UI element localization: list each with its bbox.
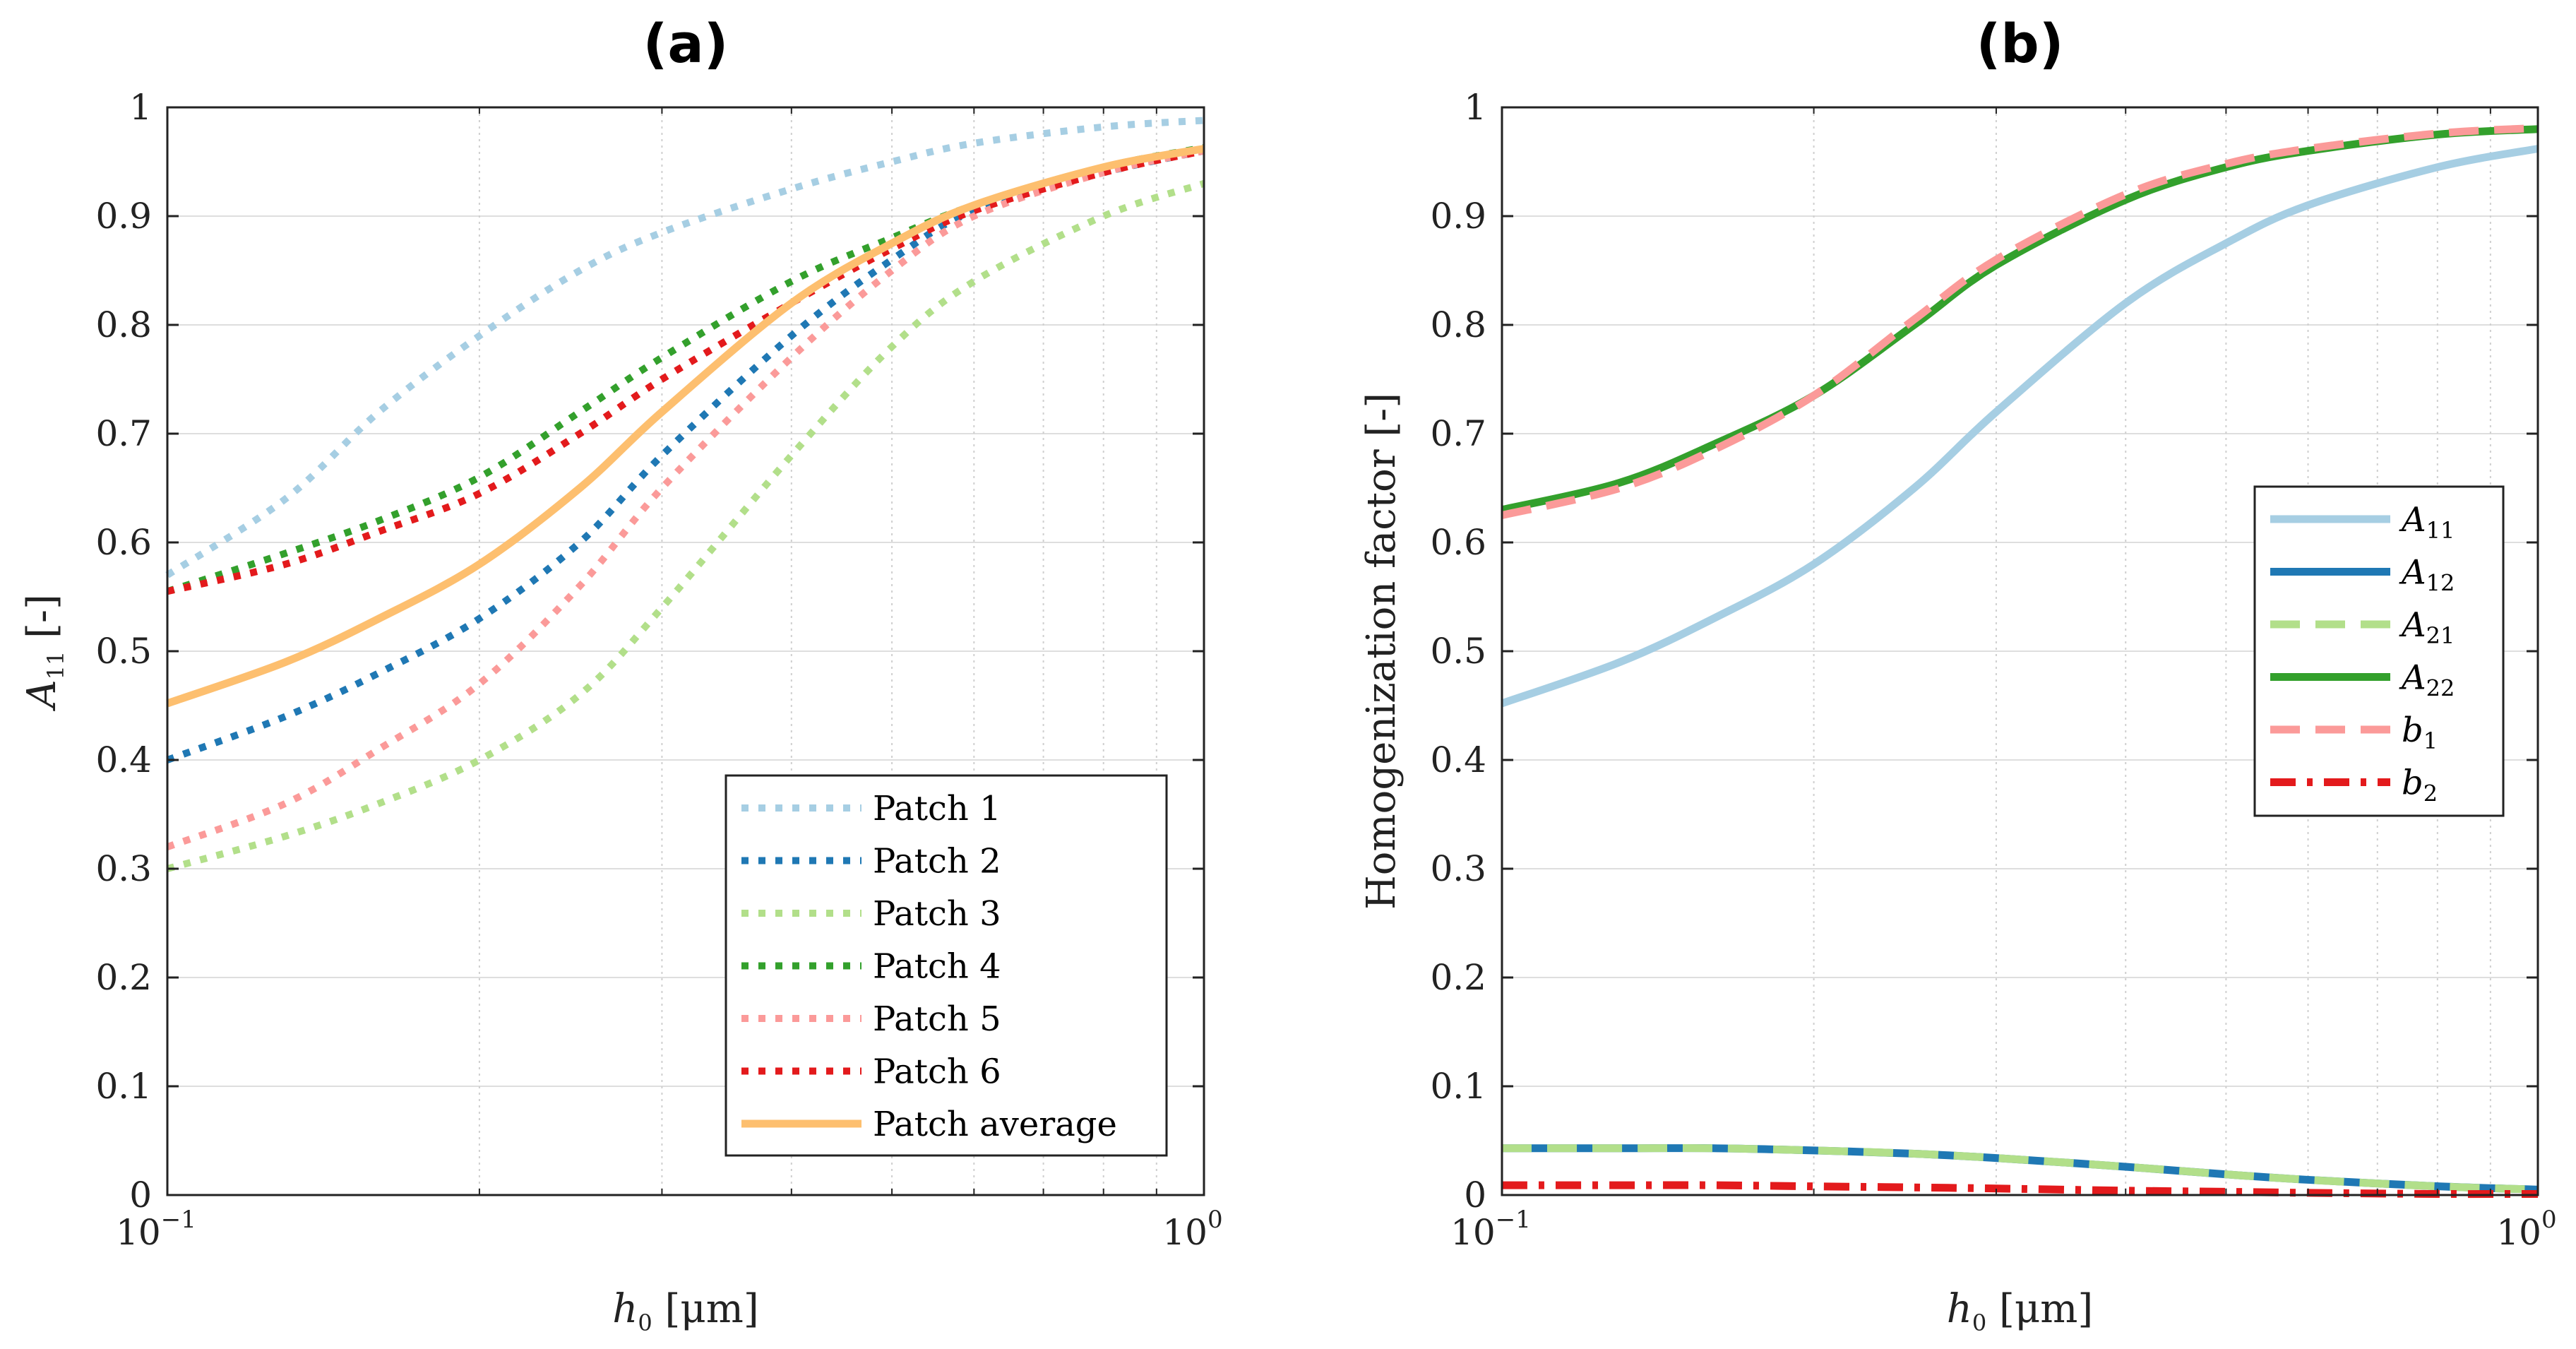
legend-label-sub: 22 (2426, 675, 2455, 702)
legend-label: Patch 3 (873, 894, 1001, 934)
y-axis-label-var: A (19, 679, 65, 711)
chart-title: (a) (643, 12, 729, 75)
legend-label-var: A (2399, 553, 2426, 593)
y-tick-label: 0.6 (1430, 522, 1486, 563)
legend-label-sub: 21 (2426, 622, 2455, 649)
series-line-patch-1 (165, 117, 1205, 578)
series-line-b2 (1502, 1181, 2539, 1199)
x-tick-base: 10 (1450, 1212, 1496, 1253)
legend-label: Patch 2 (873, 842, 1001, 881)
legend-box (2253, 485, 2505, 817)
x-axis-label: h0 [μm] (612, 1286, 758, 1336)
x-axis-label-sub: 0 (1972, 1309, 1986, 1336)
y-tick-label: 0.3 (1430, 848, 1486, 889)
x-tick-label: 10−1 (1450, 1206, 1531, 1253)
legend-label-sub: 12 (2426, 570, 2455, 597)
x-tick-exponent: 0 (1208, 1206, 1223, 1234)
legend-label-sub: 11 (2426, 517, 2455, 544)
y-tick-label: 0.7 (95, 413, 152, 454)
y-tick-label: 0.5 (95, 631, 152, 672)
legend-label-var: A (2399, 500, 2426, 540)
y-tick-label: 0.9 (95, 196, 152, 237)
y-tick-label: 0.2 (1430, 957, 1486, 998)
legend-label-var: b (2402, 711, 2423, 750)
y-tick-label: 0.8 (1430, 304, 1486, 345)
y-axis-label-sub: 11 (42, 651, 69, 680)
x-tick-exponent: 0 (2541, 1206, 2557, 1234)
legend-label: b1 (2402, 711, 2438, 754)
legend-label: Patch 5 (873, 999, 1001, 1039)
legend-label: A22 (2399, 658, 2455, 702)
legend-label-sub: 1 (2423, 727, 2438, 754)
legend-label: A12 (2399, 553, 2455, 597)
x-tick-exponent: −1 (161, 1206, 196, 1234)
y-tick-label: 0.4 (1430, 739, 1486, 780)
x-tick-label: 100 (2496, 1206, 2556, 1253)
y-axis-label: Homogenization factor [-] (1359, 393, 1405, 910)
legend-label: Patch 6 (873, 1052, 1001, 1092)
series-line-a21 (1501, 1144, 2539, 1194)
x-tick-base: 10 (1162, 1212, 1208, 1253)
y-tick-label: 0.8 (95, 304, 152, 345)
series-line-a11 (1501, 145, 2539, 708)
legend-label-sub: 2 (2423, 780, 2438, 807)
series-line-patch-6 (166, 147, 1205, 595)
legend-label-var: A (2399, 658, 2426, 698)
x-tick-exponent: −1 (1496, 1206, 1531, 1234)
series-line-patch-4 (166, 144, 1205, 595)
y-tick-label: 0 (129, 1175, 152, 1216)
legend-label: Patch 1 (873, 789, 1001, 828)
y-tick-label: 0.1 (95, 1066, 152, 1107)
x-axis-label-sub: 0 (638, 1309, 652, 1336)
chart-title: (b) (1976, 12, 2064, 75)
series-line-b1 (1501, 124, 2539, 519)
series-line-patch-5 (166, 147, 1205, 850)
x-axis-label-unit: [μm] (652, 1286, 759, 1332)
legend-label: Patch average (873, 1105, 1117, 1144)
legend-label-var: b (2402, 763, 2423, 803)
y-tick-label: 1 (129, 87, 152, 128)
y-tick-label: 0.3 (95, 848, 152, 889)
series-line-patch-average (166, 145, 1205, 708)
x-axis-label-var: h (612, 1286, 638, 1332)
x-tick-base: 10 (116, 1212, 161, 1253)
legend-label: A21 (2399, 605, 2455, 649)
legend: Patch 1 Patch 2 Patch 3 Patch 4 Patch 5 Patch… (724, 774, 1168, 1157)
legend-label-var: A (2399, 605, 2426, 645)
x-tick-label: 100 (1162, 1206, 1222, 1253)
y-axis-label: A11 [-] (19, 594, 69, 712)
y-tick-label: 0.1 (1430, 1066, 1486, 1107)
legend-label: b2 (2402, 763, 2438, 807)
x-tick-label: 10−1 (116, 1206, 196, 1253)
legend-label: Patch 4 (873, 947, 1001, 987)
x-tick-base: 10 (2496, 1212, 2541, 1253)
y-tick-label: 0.4 (95, 739, 152, 780)
y-tick-label: 0.5 (1430, 631, 1486, 672)
y-tick-label: 0.6 (95, 522, 152, 563)
y-tick-label: 0.9 (1430, 196, 1486, 237)
y-axis-label-unit: [-] (19, 594, 65, 650)
x-axis-label-var: h (1947, 1286, 1972, 1332)
x-axis-label: h0 [μm] (1947, 1286, 2093, 1336)
y-tick-label: 0.7 (1430, 413, 1486, 454)
y-tick-label: 0.2 (95, 957, 152, 998)
x-axis-label-unit: [μm] (1986, 1286, 2093, 1332)
legend-label: A11 (2399, 500, 2455, 544)
y-tick-label: 0 (1464, 1175, 1486, 1216)
y-tick-label: 1 (1464, 87, 1486, 128)
